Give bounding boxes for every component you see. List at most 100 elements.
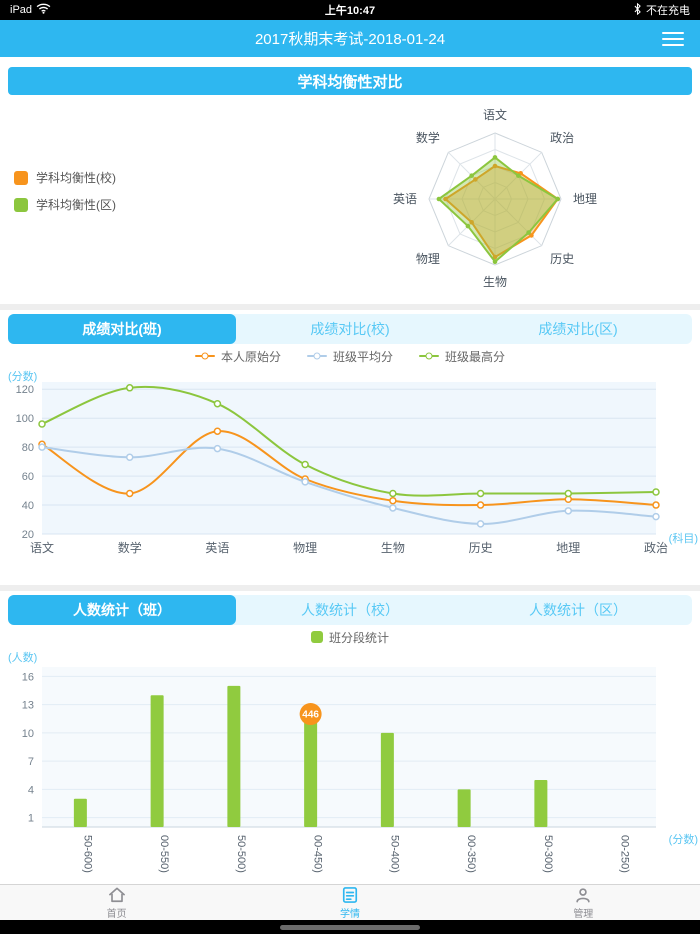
legend-label: 班分段统计 (328, 630, 389, 645)
legend-line-marker (419, 352, 439, 360)
section-divider (0, 304, 700, 310)
clock: 上午10:47 (324, 5, 376, 17)
x-axis-label: 50-500) (235, 835, 247, 873)
page-title: 2017秋期末考试-2018-01-24 (254, 31, 446, 48)
data-point (213, 444, 222, 453)
data-point (652, 501, 660, 509)
section-header: 学科均衡性对比 (8, 67, 692, 95)
line-series (41, 385, 657, 497)
menu-icon[interactable] (662, 31, 684, 46)
y-tick-label: 16 (22, 671, 34, 683)
score-marker-badge (299, 703, 322, 726)
bar (150, 695, 164, 827)
line-legend-item-2[interactable]: 班级最高分 (419, 348, 505, 365)
data-point (389, 489, 397, 498)
line-legend-item-1[interactable]: 班级平均分 (306, 348, 393, 365)
count-section: 人数统计（班） 人数统计（校） 人数统计（区） 班分段统计 1 4 7 10 13 16 50-… (0, 595, 700, 892)
wifi-icon (36, 3, 51, 17)
y-tick-label: 7 (28, 756, 34, 768)
data-point (213, 427, 222, 435)
legend-label: 班级平均分 (332, 349, 393, 364)
x-axis-label: 00-450) (312, 835, 324, 873)
data-point (125, 384, 134, 392)
bottom-nav-home[interactable]: 首页 (0, 885, 233, 920)
bar (73, 798, 87, 827)
score-tab-2[interactable]: 成绩对比(区) (538, 321, 618, 337)
y-axis-title: (分数) (8, 370, 37, 383)
count-tab-1[interactable]: 人数统计（校） (301, 602, 399, 618)
bottom-nav-label: 学情 (339, 909, 360, 920)
bottom-nav-label: 管理 (573, 909, 594, 920)
radar-axis-label: 地理 (573, 192, 597, 206)
radar-axis-label: 英语 (393, 192, 417, 206)
x-axis-label: 50-400) (388, 835, 400, 873)
x-axis-label: 历史 (469, 541, 493, 555)
x-axis-title: (分数) (669, 833, 698, 846)
data-point (38, 443, 46, 451)
bottom-nav-manage[interactable]: 管理 (467, 885, 700, 920)
score-tab-0[interactable]: 成绩对比(班) (8, 314, 236, 344)
user-icon (573, 885, 593, 905)
legend-dot (201, 352, 209, 360)
bar (457, 789, 471, 827)
data-point (389, 504, 397, 512)
data-point (564, 507, 573, 515)
y-tick-label: 20 (22, 529, 34, 541)
nav-bar: 2017秋期末考试-2018-01-24 (0, 20, 700, 57)
radar-axis-label: 生物 (483, 275, 507, 289)
device-label: iPad (10, 4, 33, 16)
section-divider (0, 585, 700, 591)
data-point (389, 496, 397, 505)
status-bar: iPad 上午10:47 不在充电 (0, 0, 700, 20)
data-point (564, 489, 573, 498)
data-point (301, 478, 309, 486)
radar-legend-item-0[interactable]: 学科均衡性(校) (14, 169, 116, 186)
y-tick-label: 120 (16, 384, 34, 396)
x-axis-label: 00-250) (619, 835, 631, 873)
radar-axis-label: 物理 (416, 252, 440, 266)
y-tick-label: 100 (16, 413, 34, 425)
line-legend-item-0[interactable]: 本人原始分 (194, 348, 281, 365)
count-tab-0[interactable]: 人数统计（班） (8, 595, 236, 625)
y-tick-label: 1 (28, 813, 34, 825)
x-axis-label: 50-600) (81, 835, 93, 873)
legend-swatch (310, 631, 323, 643)
radar-legend-item-1[interactable]: 学科均衡性(区) (14, 196, 116, 213)
data-point (652, 512, 660, 521)
data-point (301, 460, 309, 469)
legend-label: 学科均衡性(校) (36, 171, 116, 185)
radar-legend: 学科均衡性(校) 学科均衡性(区) (14, 169, 116, 213)
bar (227, 685, 241, 827)
radar-area: 学科均衡性(校) 学科均衡性(区) 语文 政治 地理 历史 生物 物理 英语 数学 (0, 99, 700, 304)
count-tab-2[interactable]: 人数统计（区） (529, 602, 627, 618)
line-legend: 本人原始分 班级平均分 班级最高分 (0, 344, 700, 368)
y-tick-label: 4 (28, 784, 34, 796)
count-tabs: 人数统计（班） 人数统计（校） 人数统计（区） (8, 595, 692, 625)
bottom-nav: 首页 学情 管理 (0, 884, 700, 920)
bar-legend-item[interactable]: 班分段统计 (310, 629, 389, 646)
battery-status-label: 不在充电 (646, 5, 690, 17)
home-indicator[interactable] (280, 924, 420, 930)
score-marker-label: 446 (302, 710, 319, 721)
radar-axis-label: 数学 (416, 130, 440, 145)
y-tick-label: 10 (22, 728, 34, 740)
bottom-nav-report[interactable]: 学情 (233, 885, 466, 920)
data-point (476, 489, 485, 498)
data-point (125, 489, 134, 498)
x-axis-label: 数学 (118, 540, 142, 555)
data-point (652, 488, 660, 496)
data-point (38, 420, 46, 428)
bar-chart: 1 4 7 10 13 16 50-600) 00-550) 50-500) 00-450) 50-… (8, 651, 698, 873)
legend-label: 本人原始分 (220, 349, 281, 364)
data-point (213, 399, 222, 408)
home-indicator-area (0, 920, 700, 934)
score-tab-1[interactable]: 成绩对比(校) (310, 321, 390, 337)
x-axis-label: 00-350) (465, 835, 477, 873)
y-tick-label: 13 (22, 700, 34, 712)
line-series (41, 430, 657, 507)
x-axis-label: 政治 (644, 541, 668, 555)
x-axis-label: 物理 (293, 541, 317, 555)
x-axis-label: 英语 (205, 541, 229, 555)
x-axis-label: 地理 (556, 541, 580, 555)
